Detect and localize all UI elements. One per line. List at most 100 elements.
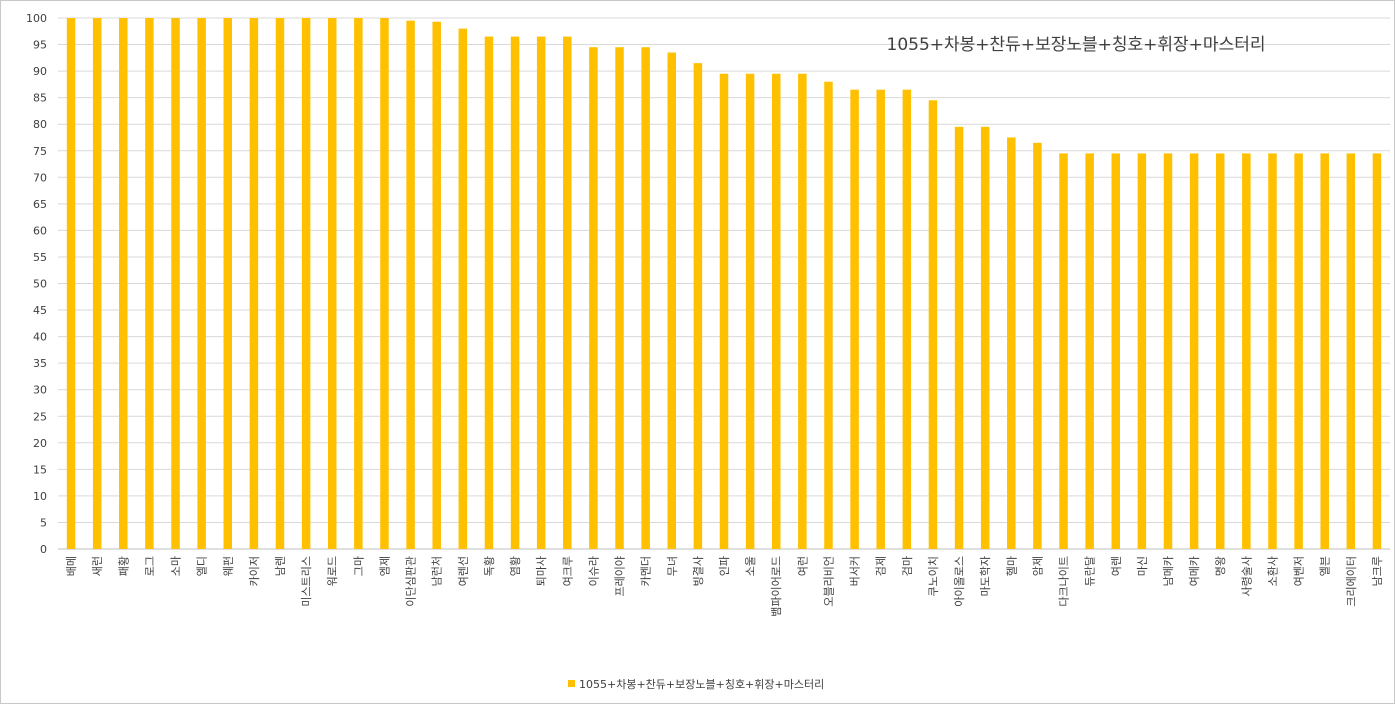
x-category-label: 남렌 <box>274 556 287 576</box>
bar <box>798 73 807 549</box>
bar <box>145 18 154 549</box>
bars <box>66 18 1382 550</box>
bar <box>1215 153 1225 549</box>
y-tick-label: 60 <box>33 224 47 237</box>
bar <box>249 18 259 549</box>
y-tick-label: 10 <box>33 490 47 503</box>
x-category-label: 퇴마사 <box>535 556 548 586</box>
x-category-label: 그마 <box>352 556 365 576</box>
bar <box>641 47 650 549</box>
y-tick-label: 15 <box>33 463 47 476</box>
bar <box>275 18 285 549</box>
y-tick-label: 50 <box>33 278 47 291</box>
bar <box>1268 153 1277 549</box>
x-category-label: 프레이야 <box>614 556 627 596</box>
x-category-label: 검마 <box>901 556 914 576</box>
x-category-label: 오블리비언 <box>822 556 835 607</box>
bar <box>354 18 363 549</box>
x-category-label: 미스트리스 <box>300 556 313 607</box>
y-tick-label: 5 <box>40 516 47 529</box>
bar <box>824 81 833 549</box>
x-category-label: 여메카 <box>1188 556 1201 586</box>
y-tick-label: 30 <box>33 384 47 397</box>
bar <box>1137 153 1147 549</box>
y-tick-label: 35 <box>33 357 47 370</box>
x-category-label: 검제 <box>875 556 888 576</box>
x-category-label: 무녀 <box>666 556 679 576</box>
x-category-label: 아이올로스 <box>953 556 966 607</box>
x-category-label: 염황 <box>509 556 522 576</box>
bar <box>719 73 729 549</box>
bar <box>954 126 964 549</box>
x-category-label: 독황 <box>483 556 496 576</box>
x-category-label: 듀란달 <box>1084 556 1097 586</box>
bar <box>458 28 468 550</box>
x-category-label: 빙결사 <box>692 556 705 586</box>
x-category-label: 카이저 <box>248 556 261 586</box>
bar <box>745 73 755 549</box>
bar <box>92 18 102 549</box>
bar <box>66 18 76 549</box>
x-category-label: 여렌선 <box>457 556 470 586</box>
bar <box>1085 153 1094 549</box>
x-category-label: 남크루 <box>1371 556 1384 586</box>
bar <box>693 63 703 549</box>
x-category-label: 여벤저 <box>1293 556 1306 586</box>
x-category-label: 남런처 <box>431 556 444 586</box>
bar <box>1111 153 1121 549</box>
bar <box>1033 142 1042 549</box>
bar <box>980 126 990 549</box>
bar <box>1346 153 1356 549</box>
x-category-label: 새런 <box>91 556 104 576</box>
bar <box>406 20 415 549</box>
bar <box>1189 153 1199 549</box>
bar <box>223 18 233 549</box>
x-category-label: 명왕 <box>1214 556 1227 576</box>
y-tick-label: 75 <box>33 145 47 158</box>
y-tick-label: 40 <box>33 331 47 344</box>
x-category-label: 엠제 <box>378 556 391 576</box>
x-category-label: 소마 <box>170 556 183 576</box>
x-category-label: 마도학자 <box>979 556 992 596</box>
legend: 1055+차봉+찬듀+보장노블+칭호+휘장+마스터리 <box>568 677 824 691</box>
bar <box>1007 137 1016 549</box>
x-category-label: 사령술사 <box>1240 556 1253 596</box>
x-category-label: 웨펀 <box>222 556 235 576</box>
x-category-label: 남메카 <box>1162 556 1175 586</box>
bar <box>563 36 572 549</box>
x-category-label: 로그 <box>143 556 156 576</box>
bar <box>667 52 677 549</box>
x-axis-categories: 배메 새런 패황 로그 소마 엘디 웨펀 카이저 남렌 미스트리스 워로드 그마 엠제 이단심판관 남런처 여… <box>65 556 1384 617</box>
x-category-label: 엘븐 <box>1319 556 1332 576</box>
x-category-label: 헬마 <box>1005 556 1018 576</box>
bar <box>380 18 389 549</box>
bar <box>171 18 180 549</box>
bar <box>327 18 337 549</box>
legend-swatch <box>568 680 575 687</box>
x-category-label: 마신 <box>1136 556 1149 576</box>
y-tick-label: 45 <box>33 304 47 317</box>
y-axis-ticks: 0 5 10 15 20 25 30 35 40 45 50 55 60 65 70 75 80 85 90 95 10… <box>26 12 47 556</box>
y-tick-label: 65 <box>33 198 47 211</box>
y-tick-label: 70 <box>33 171 47 184</box>
bar <box>771 73 781 549</box>
y-tick-label: 25 <box>33 410 47 423</box>
bar <box>1059 153 1068 549</box>
bar <box>432 21 441 550</box>
legend-label: 1055+차봉+찬듀+보장노블+칭호+휘장+마스터리 <box>579 677 824 691</box>
bar <box>1242 153 1251 549</box>
bar <box>484 36 494 549</box>
bar <box>1294 153 1303 549</box>
x-category-label: 여런 <box>796 556 809 576</box>
bar <box>589 47 598 549</box>
x-category-label: 이단심판관 <box>405 556 418 607</box>
bar <box>1163 153 1173 549</box>
y-tick-label: 95 <box>33 39 47 52</box>
x-category-label: 워로드 <box>326 556 339 586</box>
x-category-label: 여크루 <box>561 556 574 586</box>
x-category-label: 소울 <box>744 556 757 576</box>
x-category-label: 소환사 <box>1266 556 1279 586</box>
y-tick-label: 90 <box>33 65 47 78</box>
bar <box>615 47 624 549</box>
